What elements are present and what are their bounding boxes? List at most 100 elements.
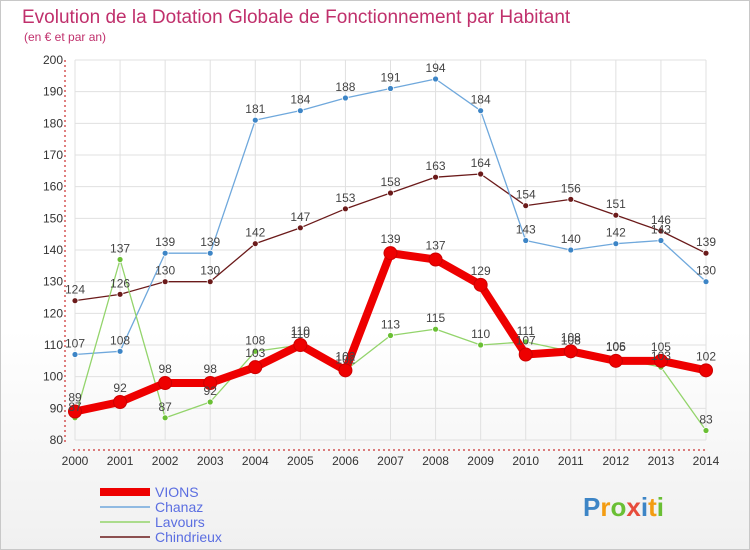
- point-vions: [338, 363, 353, 378]
- x-tick-label: 2003: [197, 454, 224, 468]
- point-chanaz: [161, 249, 169, 257]
- y-tick-label: 170: [43, 148, 63, 162]
- data-label-chandrieux: 146: [651, 213, 671, 227]
- data-label-chandrieux: 130: [200, 264, 220, 278]
- chart-subtitle: (en € et par an): [24, 30, 106, 44]
- data-label-chandrieux: 147: [290, 210, 310, 224]
- data-label-lavours: 106: [606, 340, 626, 354]
- point-lavours: [161, 414, 169, 422]
- point-vions: [158, 376, 173, 390]
- data-label-chandrieux: 164: [471, 156, 491, 170]
- data-label-lavours: 111: [517, 324, 536, 338]
- data-label-vions: 139: [380, 232, 400, 246]
- grid: [74, 59, 707, 441]
- legend-label: Chanaz: [155, 499, 203, 515]
- data-label-chanaz: 184: [471, 93, 491, 107]
- data-label-chanaz: 139: [200, 235, 220, 249]
- data-label-lavours: 87: [158, 400, 172, 414]
- data-label-chandrieux: 153: [335, 191, 355, 205]
- data-label-vions: 98: [204, 362, 218, 376]
- data-label-chanaz: 194: [426, 61, 446, 75]
- data-label-chanaz: 142: [606, 226, 626, 240]
- point-chanaz: [206, 249, 214, 257]
- point-chanaz: [71, 351, 79, 358]
- point-chanaz: [251, 116, 259, 124]
- point-lavours: [206, 398, 214, 406]
- point-chandrieux: [522, 202, 530, 210]
- x-tick-label: 2006: [332, 454, 359, 468]
- data-label-chandrieux: 124: [65, 283, 85, 297]
- point-chandrieux: [432, 173, 439, 181]
- data-label-chandrieux: 151: [606, 197, 626, 211]
- y-tick-label: 130: [43, 275, 63, 289]
- data-label-vions: 105: [651, 340, 671, 354]
- point-chandrieux: [251, 240, 259, 248]
- y-tick-label: 160: [43, 180, 63, 194]
- data-label-chanaz: 140: [561, 232, 581, 246]
- data-label-vions: 108: [561, 330, 581, 344]
- point-chandrieux: [342, 205, 349, 213]
- data-label-vions: 98: [158, 362, 172, 376]
- x-tick-label: 2004: [242, 454, 269, 468]
- y-tick-label: 90: [50, 401, 64, 415]
- data-label-chanaz: 143: [516, 223, 536, 237]
- data-label-vions: 89: [68, 391, 82, 405]
- point-vions: [563, 344, 578, 359]
- point-chandrieux: [702, 249, 710, 257]
- x-tick-label: 2000: [62, 454, 89, 468]
- proxiti-logo: Proxiti: [583, 492, 664, 522]
- data-label-vions: 107: [516, 334, 536, 348]
- data-label-vions: 92: [113, 381, 127, 395]
- data-label-lavours: 108: [561, 333, 581, 347]
- point-chandrieux: [161, 278, 169, 286]
- point-lavours: [432, 325, 439, 333]
- legend-label: Lavours: [155, 514, 205, 530]
- point-chanaz: [116, 347, 124, 355]
- point-chanaz: [702, 278, 710, 286]
- point-chandrieux: [296, 224, 304, 232]
- x-tick-label: 2002: [152, 454, 179, 468]
- data-label-chandrieux: 139: [696, 235, 716, 249]
- point-chanaz: [387, 85, 394, 92]
- x-tick-label: 2007: [377, 454, 404, 468]
- y-tick-label: 80: [50, 433, 64, 447]
- data-label-chandrieux: 158: [380, 175, 400, 189]
- point-vions: [608, 353, 623, 368]
- point-vions: [699, 363, 713, 378]
- point-chanaz: [612, 240, 620, 248]
- x-tick-label: 2009: [467, 454, 494, 468]
- y-tick-label: 180: [43, 116, 63, 130]
- point-lavours: [251, 347, 259, 355]
- data-label-vions: 103: [245, 346, 265, 360]
- point-vions: [518, 347, 533, 362]
- point-chanaz: [522, 237, 530, 244]
- point-chanaz: [432, 75, 439, 83]
- data-label-vions: 110: [291, 324, 310, 338]
- legend-label: VIONS: [155, 484, 199, 500]
- y-tick-label: 150: [43, 211, 63, 225]
- data-label-vions: 137: [426, 239, 446, 253]
- x-tick-label: 2010: [512, 454, 539, 468]
- point-lavours: [702, 427, 710, 434]
- point-vions: [68, 404, 82, 419]
- point-chandrieux: [116, 290, 124, 298]
- data-label-lavours: 110: [471, 327, 490, 341]
- y-tick-label: 190: [43, 85, 63, 99]
- data-label-lavours: 108: [245, 333, 265, 347]
- data-label-lavours: 83: [699, 413, 713, 427]
- legend-label: Chindrieux: [155, 529, 222, 545]
- data-label-chandrieux: 142: [245, 226, 265, 240]
- data-label-vions: 105: [606, 340, 626, 354]
- data-labels: 124 126 130 130 142 147 153 158 163 164 154 156 151 1…: [65, 61, 716, 427]
- point-chanaz: [477, 107, 485, 115]
- data-label-lavours: 113: [381, 318, 400, 332]
- y-tick-label: 120: [43, 306, 63, 320]
- data-label-chanaz: 143: [651, 223, 671, 237]
- series-layer: [68, 75, 713, 434]
- data-label-chandrieux: 156: [561, 181, 581, 195]
- x-tick-label: 2011: [558, 454, 584, 468]
- y-tick-label: 200: [43, 53, 63, 67]
- y-tick-label: 100: [43, 370, 63, 384]
- point-vions: [383, 246, 398, 261]
